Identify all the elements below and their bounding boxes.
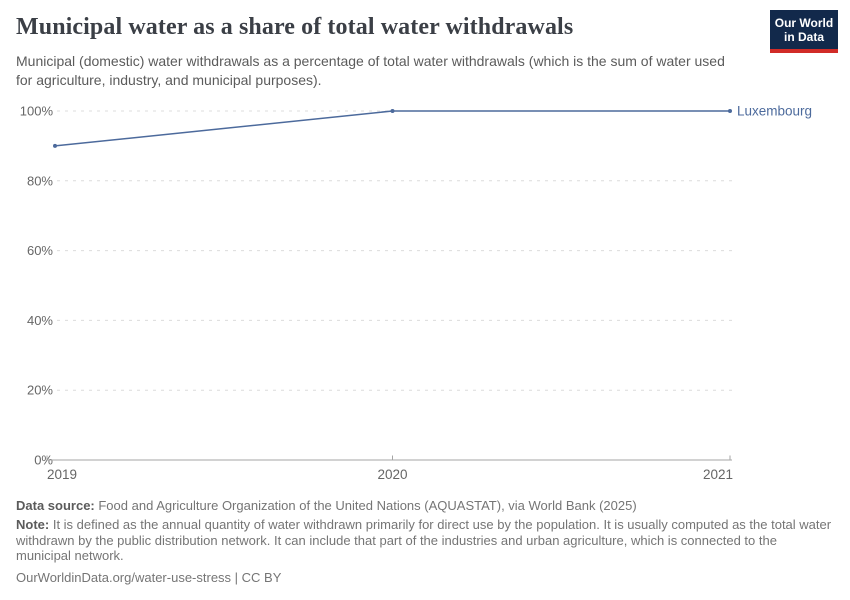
x-axis-tick-label: 2019 xyxy=(47,467,77,482)
citation-line[interactable]: OurWorldinData.org/water-use-stress | CC… xyxy=(16,569,282,585)
chart-subtitle: Municipal (domestic) water withdrawals a… xyxy=(16,53,725,88)
y-axis-tick-label: 40% xyxy=(27,313,53,328)
data-source-text: Food and Agriculture Organization of the… xyxy=(94,498,637,513)
data-point[interactable] xyxy=(390,109,395,113)
data-source-line: Data source: Food and Agriculture Organi… xyxy=(16,497,834,514)
y-axis-tick-label: 20% xyxy=(27,383,53,398)
note-line: Note: It is defined as the annual quanti… xyxy=(16,517,834,564)
owid-logo-line2: in Data xyxy=(783,29,824,44)
note-text: It is defined as the annual quantity of … xyxy=(16,517,832,563)
chart-footer: Data source: Food and Agriculture Organi… xyxy=(16,497,834,586)
y-axis-tick-label: 100% xyxy=(20,104,54,119)
owid-logo-line1: Our World xyxy=(774,15,834,30)
y-axis-tick-label: 0% xyxy=(34,453,53,468)
y-axis-tick-label: 60% xyxy=(27,243,53,258)
chart-title: Municipal water as a share of total wate… xyxy=(16,14,574,40)
data-source-label: Data source: xyxy=(16,498,95,513)
data-point[interactable] xyxy=(728,109,732,113)
x-axis-tick-label: 2021 xyxy=(703,467,733,482)
y-axis-tick-label: 80% xyxy=(27,173,53,188)
line-chart: 0% 20% 40% 60% 80% 100% 2019 2020 2021 Luxembourg xyxy=(20,104,812,483)
entity-label[interactable]: Luxembourg xyxy=(737,104,812,119)
note-label: Note: xyxy=(16,517,50,532)
x-axis-tick-label: 2020 xyxy=(377,467,407,482)
data-line-luxembourg[interactable] xyxy=(54,110,730,147)
data-point[interactable] xyxy=(53,143,57,148)
owid-logo: Our World in Data xyxy=(770,10,838,53)
